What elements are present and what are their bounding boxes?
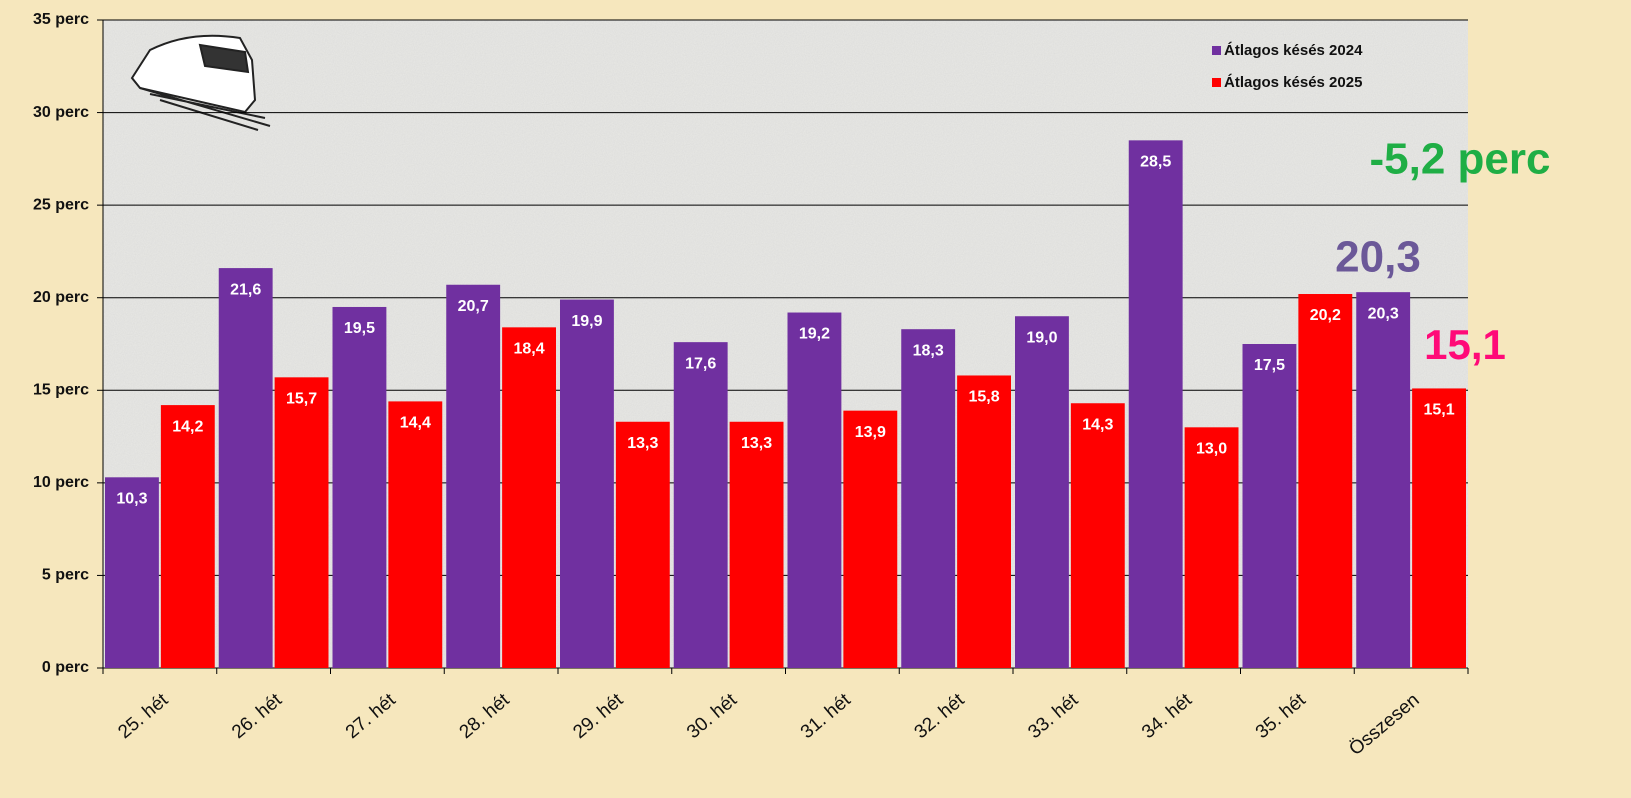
bar — [1412, 388, 1466, 668]
bar — [1356, 292, 1411, 668]
value-label: 19,9 — [571, 313, 602, 330]
bar — [787, 312, 842, 668]
bar — [901, 329, 956, 668]
value-label: 13,3 — [741, 435, 772, 452]
value-label: 28,5 — [1140, 154, 1171, 171]
value-label: 19,0 — [1026, 329, 1057, 346]
legend-label: Átlagos késés 2025 — [1224, 74, 1362, 91]
annotation: 20,3 — [1335, 233, 1421, 282]
value-label: 18,3 — [913, 342, 944, 359]
bar — [446, 284, 501, 668]
value-label: 20,7 — [458, 298, 489, 315]
train-icon — [130, 34, 271, 131]
value-label: 20,3 — [1368, 305, 1399, 322]
bar — [1184, 427, 1239, 668]
y-tick-label: 10 perc — [33, 474, 89, 491]
bar — [957, 375, 1011, 668]
value-label: 14,3 — [1082, 416, 1113, 433]
y-tick-label: 5 perc — [42, 567, 89, 584]
value-label: 20,2 — [1310, 307, 1341, 324]
bar — [843, 410, 898, 668]
y-tick-label: 30 perc — [33, 104, 89, 121]
bar — [218, 268, 273, 668]
value-label: 18,4 — [513, 341, 544, 358]
bar — [332, 306, 387, 668]
value-label: 17,5 — [1254, 357, 1285, 374]
legend-swatch — [1212, 78, 1221, 87]
bar — [105, 477, 159, 668]
bar — [502, 327, 556, 668]
plot-texture — [103, 20, 1468, 668]
y-tick-label: 35 perc — [33, 11, 89, 28]
value-label: 15,1 — [1423, 402, 1454, 419]
bar — [615, 421, 670, 668]
bar — [1015, 316, 1069, 668]
value-label: 13,9 — [855, 424, 886, 441]
value-label: 10,3 — [116, 491, 147, 508]
value-label: 15,7 — [286, 391, 317, 408]
value-label: 14,4 — [400, 415, 431, 432]
bar — [1128, 140, 1183, 669]
value-label: 13,3 — [627, 435, 658, 452]
value-label: 19,2 — [799, 326, 830, 343]
bar — [274, 377, 329, 668]
value-label: 15,8 — [968, 389, 999, 406]
bar — [729, 421, 784, 668]
bar — [388, 401, 443, 668]
bar — [673, 342, 728, 668]
annotation: 15,1 — [1424, 321, 1506, 368]
value-label: 19,5 — [344, 320, 375, 337]
legend-label: Átlagos késés 2024 — [1224, 42, 1363, 59]
y-tick-label: 0 perc — [42, 659, 89, 676]
bar — [1298, 294, 1353, 668]
value-label: 14,2 — [172, 418, 203, 435]
y-tick-label: 20 perc — [33, 289, 89, 306]
value-label: 13,0 — [1196, 441, 1227, 458]
legend-swatch — [1212, 46, 1221, 55]
bar — [560, 299, 614, 668]
y-tick-label: 25 perc — [33, 196, 89, 213]
annotation: -5,2 perc — [1370, 135, 1551, 184]
bar — [1242, 344, 1297, 668]
bar — [1070, 403, 1125, 668]
value-label: 21,6 — [230, 281, 261, 298]
bar — [160, 405, 215, 668]
value-label: 17,6 — [685, 355, 716, 372]
y-tick-label: 15 perc — [33, 382, 89, 399]
